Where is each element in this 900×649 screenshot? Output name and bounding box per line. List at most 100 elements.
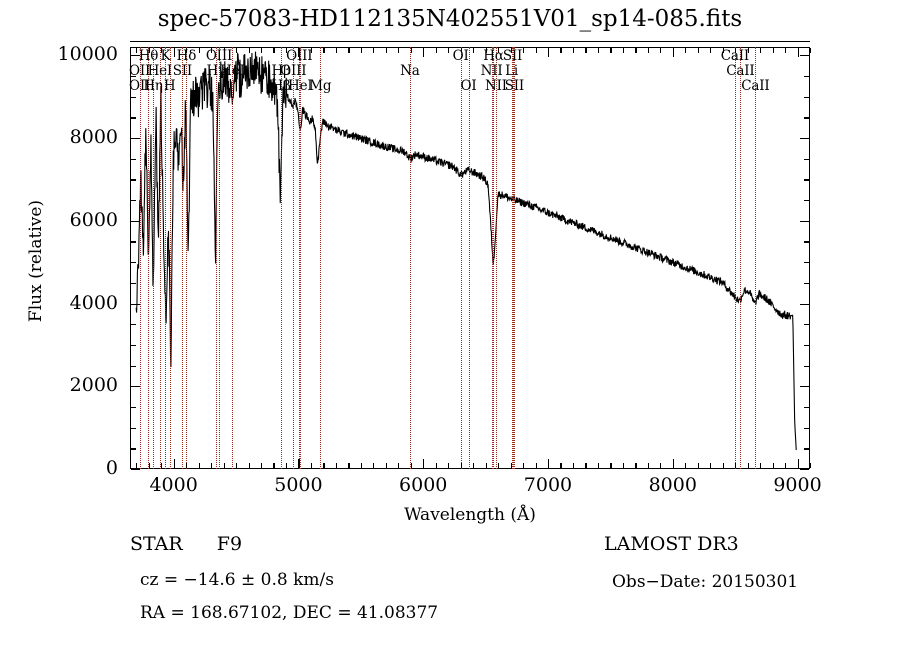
y-tick (131, 96, 136, 98)
y-tick-right (804, 365, 809, 367)
x-tick (136, 463, 138, 468)
spectral-line-marker (493, 47, 495, 469)
y-tick (131, 303, 140, 305)
spectral-line-marker (320, 47, 322, 469)
spectral-line-label: Hγ (206, 63, 226, 79)
x-tick (647, 463, 649, 468)
spectral-class: F9 (216, 533, 243, 555)
y-tick-right (800, 303, 809, 305)
x-tick-label: 9000 (773, 474, 822, 496)
x-tick (211, 463, 213, 468)
x-tick-top (797, 48, 799, 57)
y-tick-label: 10000 (57, 43, 118, 66)
spectral-line-label: CaII (726, 63, 755, 79)
x-tick-top (223, 48, 225, 53)
x-tick-top (161, 48, 163, 53)
y-tick-right (804, 96, 809, 98)
x-tick-label: 5000 (274, 474, 323, 496)
x-tick-top (722, 48, 724, 53)
x-tick (672, 459, 674, 468)
spectral-line-label: NII (480, 63, 503, 79)
y-tick-label: 8000 (69, 126, 118, 149)
spectral-line-marker (218, 47, 220, 469)
x-tick-top (547, 48, 550, 57)
sky-coordinates: RA = 168.67102, DEC = 41.08377 (140, 603, 439, 623)
x-tick-top (685, 48, 687, 53)
spectral-line-marker (460, 47, 462, 469)
spectral-line-label: Mg (309, 78, 332, 94)
x-tick-top (460, 48, 462, 53)
x-tick (760, 463, 762, 468)
spectral-line-label: K (160, 48, 171, 64)
x-tick-top (498, 48, 500, 53)
x-tick-top (173, 48, 175, 57)
spectral-line-label: HeI (288, 78, 313, 94)
spectral-line-marker (148, 47, 150, 469)
y-tick-label: 0 (105, 457, 118, 479)
spectral-line-label: SII (504, 78, 525, 94)
object-type-label: STAR F9 (130, 533, 242, 555)
spectral-line-label: Hθ (138, 48, 159, 64)
x-tick (797, 459, 799, 468)
x-tick-top (747, 48, 749, 53)
x-tick-top (760, 48, 762, 53)
x-tick-top (672, 48, 674, 57)
x-tick-top (360, 48, 362, 53)
object-type: STAR (130, 533, 183, 555)
y-tick-right (804, 200, 809, 202)
spectral-line-marker (511, 47, 513, 469)
x-tick (622, 463, 625, 468)
x-tick-top (485, 48, 487, 53)
x-tick (448, 463, 450, 468)
y-tick-label: 2000 (69, 374, 118, 397)
y-tick (131, 220, 140, 222)
x-tick (560, 463, 562, 468)
x-tick-top (697, 48, 699, 53)
y-tick (131, 138, 140, 140)
y-tick (131, 448, 136, 450)
spectral-line-marker (232, 47, 234, 469)
x-tick-top (186, 48, 188, 53)
x-tick-top (385, 48, 387, 53)
x-tick-label: 7000 (523, 474, 573, 496)
spectral-line-marker (159, 47, 161, 469)
x-tick-top (448, 48, 450, 53)
plot-area (130, 47, 810, 469)
y-tick-right (804, 448, 809, 450)
spectral-line-marker (514, 47, 516, 469)
x-tick (585, 463, 587, 468)
x-tick-top (298, 48, 300, 57)
spectral-line-label: Hβ (271, 78, 291, 94)
x-tick (747, 463, 749, 468)
x-tick (697, 463, 699, 468)
spectral-line-label: OI (460, 78, 477, 94)
spectral-line-marker (293, 47, 295, 469)
x-tick-top (148, 48, 150, 53)
x-tick (335, 463, 338, 468)
spectral-line-marker (491, 47, 493, 469)
x-tick-top (136, 48, 138, 53)
spectral-line-marker (299, 47, 301, 469)
x-tick (810, 463, 812, 468)
survey-release: LAMOST DR3 (604, 533, 739, 555)
x-tick-top (435, 48, 437, 53)
y-tick (131, 365, 136, 367)
spectral-line-marker (153, 47, 155, 469)
spectral-line-marker (755, 47, 757, 469)
y-tick (131, 262, 136, 264)
spectral-line-label: NII (484, 78, 507, 94)
x-axis-title: Wavelength (Å) (404, 505, 536, 525)
x-tick (485, 463, 487, 468)
x-tick-top (310, 48, 313, 53)
y-tick-right (800, 138, 809, 140)
x-tick-top (211, 48, 213, 53)
x-tick-top (348, 48, 350, 53)
spectral-line-label: SII (172, 63, 193, 79)
x-tick (610, 463, 612, 468)
spectral-line-label: Hα (483, 48, 504, 64)
y-tick (131, 158, 136, 160)
x-tick-top (273, 48, 275, 53)
spectral-line-label: OI (452, 48, 469, 64)
x-tick (710, 463, 712, 468)
y-tick (131, 117, 136, 119)
